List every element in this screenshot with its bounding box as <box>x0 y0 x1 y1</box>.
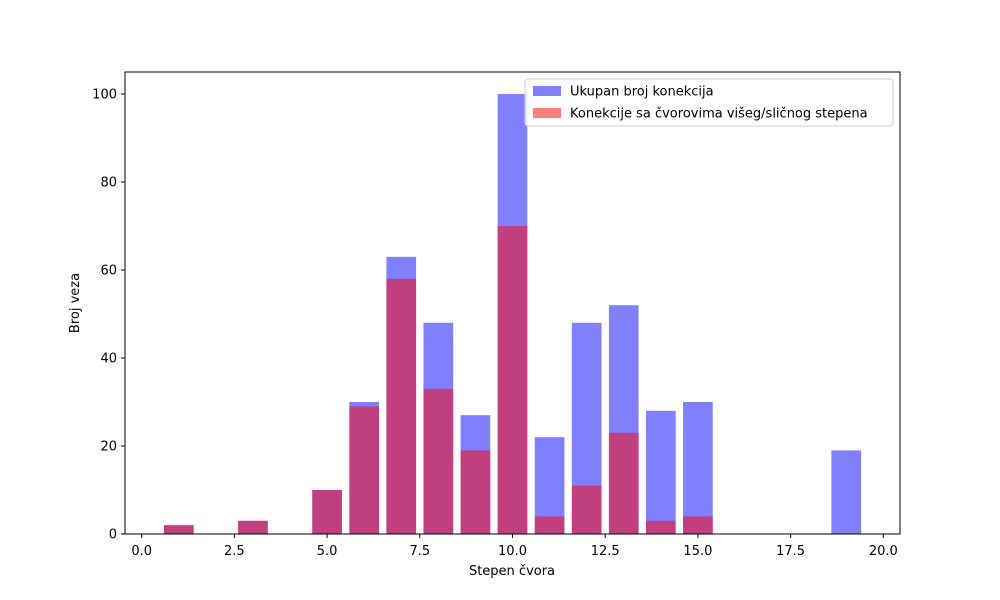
x-tick-label: 17.5 <box>776 544 805 559</box>
x-tick-label: 7.5 <box>409 544 430 559</box>
x-tick-label: 15.0 <box>683 544 712 559</box>
legend-swatch <box>533 108 561 118</box>
legend-swatch <box>533 86 561 96</box>
x-tick-label: 20.0 <box>869 544 898 559</box>
y-tick-label: 60 <box>100 264 117 279</box>
legend-label: Konekcije sa čvorovima višeg/sličnog ste… <box>570 107 868 122</box>
bar-series-2 <box>571 485 602 534</box>
bar-series-2 <box>386 278 417 534</box>
bar-series-2 <box>423 388 454 534</box>
y-tick-label: 0 <box>109 528 117 543</box>
bar-series-2 <box>534 516 565 534</box>
x-tick-label: 12.5 <box>591 544 620 559</box>
y-tick-label: 80 <box>100 176 117 191</box>
x-tick-label: 5.0 <box>317 544 338 559</box>
bar-series-2 <box>163 525 194 534</box>
legend: Ukupan broj konekcija Konekcije sa čvorov… <box>524 78 894 127</box>
bar-series-2 <box>460 450 491 534</box>
y-tick-label: 40 <box>100 352 117 367</box>
y-tick-label: 20 <box>100 440 117 455</box>
x-tick-label: 0.0 <box>131 544 152 559</box>
axes-layer: 0.0 2.5 5.0 7.5 10.0 12.5 15.0 17.5 20.0 0 20 40 60 8… <box>92 71 901 559</box>
x-axis-label: Stepen čvora <box>469 564 555 579</box>
x-tick-label: 2.5 <box>224 544 245 559</box>
y-axis-label: Broj veza <box>68 273 83 333</box>
bar-series-2 <box>312 490 342 534</box>
bar-series-2 <box>608 432 639 534</box>
bar-series-2 <box>645 520 676 534</box>
bar-series-1 <box>683 402 713 534</box>
bar-series-2 <box>349 406 380 534</box>
bar-series-2 <box>683 516 713 534</box>
bars-layer <box>163 94 862 534</box>
legend-box <box>524 78 894 127</box>
x-tick-label: 10.0 <box>498 544 527 559</box>
y-tick-label: 100 <box>92 88 117 103</box>
legend-label: Ukupan broj konekcija <box>570 85 714 100</box>
bar-series-2 <box>238 520 268 534</box>
bar-series-1 <box>645 410 676 534</box>
bar-series-1 <box>831 450 862 534</box>
bar-series-2 <box>497 226 528 534</box>
